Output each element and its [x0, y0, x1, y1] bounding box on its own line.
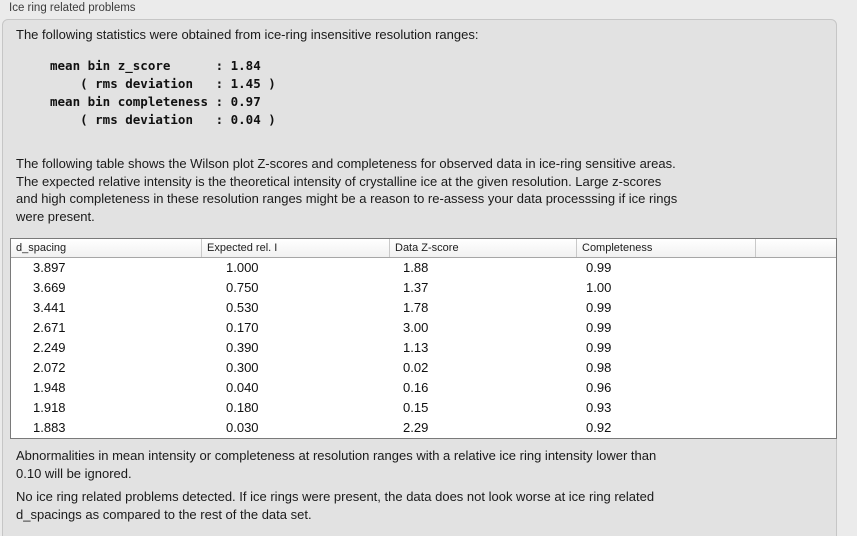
table-cell: 0.750	[226, 280, 259, 295]
table-cell: 2.072	[33, 360, 66, 375]
column-header-completeness[interactable]: Completeness	[577, 239, 756, 257]
table-cell: 1.88	[403, 260, 429, 275]
table-row[interactable]: 2.249 0.390 1.13 0.99	[11, 338, 836, 358]
stats-block: mean bin z_score : 1.84 ( rms deviation …	[50, 58, 276, 127]
table-cell: 0.99	[586, 260, 612, 275]
table-cell: 0.99	[586, 320, 612, 335]
table-cell: 0.99	[586, 300, 612, 315]
table-cell: 2.29	[403, 420, 429, 435]
table-cell: 0.16	[403, 380, 429, 395]
panel-title: Ice ring related problems	[9, 2, 136, 14]
table-cell: 0.300	[226, 360, 259, 375]
ice-ring-table[interactable]: d_spacing Expected rel. I Data Z-score C…	[10, 238, 837, 439]
table-row[interactable]: 1.883 0.030 2.29 0.92	[11, 418, 836, 438]
table-body: 3.897 1.000 1.88 0.99 3.669 0.750 1.37 1.00 3.44…	[11, 258, 836, 438]
table-cell: 1.13	[403, 340, 429, 355]
table-cell: 1.948	[33, 380, 66, 395]
table-cell: 0.390	[226, 340, 259, 355]
table-cell: 1.78	[403, 300, 429, 315]
table-cell: 0.96	[586, 380, 612, 395]
table-row[interactable]: 3.441 0.530 1.78 0.99	[11, 298, 836, 318]
table-cell: 1.37	[403, 280, 429, 295]
table-cell: 0.92	[586, 420, 612, 435]
table-cell: 0.99	[586, 340, 612, 355]
table-cell: 1.000	[226, 260, 259, 275]
table-row[interactable]: 3.897 1.000 1.88 0.99	[11, 258, 836, 278]
table-cell: 0.180	[226, 400, 259, 415]
column-header-empty	[756, 239, 836, 257]
table-header-row: d_spacing Expected rel. I Data Z-score C…	[11, 239, 836, 258]
table-cell: 0.02	[403, 360, 429, 375]
table-cell: 3.897	[33, 260, 66, 275]
table-row[interactable]: 2.072 0.300 0.02 0.98	[11, 358, 836, 378]
table-cell: 0.040	[226, 380, 259, 395]
table-cell: 0.98	[586, 360, 612, 375]
table-row[interactable]: 2.671 0.170 3.00 0.99	[11, 318, 836, 338]
table-cell: 0.170	[226, 320, 259, 335]
table-cell: 1.918	[33, 400, 66, 415]
table-cell: 0.15	[403, 400, 429, 415]
stats-intro: The following statistics were obtained f…	[16, 27, 479, 42]
panel-body: The following statistics were obtained f…	[2, 19, 837, 536]
table-cell: 0.93	[586, 400, 612, 415]
column-header-expected-rel-i[interactable]: Expected rel. I	[202, 239, 390, 257]
table-cell: 2.671	[33, 320, 66, 335]
table-row[interactable]: 1.948 0.040 0.16 0.96	[11, 378, 836, 398]
table-row[interactable]: 1.918 0.180 0.15 0.93	[11, 398, 836, 418]
table-cell: 3.669	[33, 280, 66, 295]
conclusion-note: No ice ring related problems detected. I…	[16, 489, 655, 522]
table-cell: 3.00	[403, 320, 429, 335]
table-cell: 3.441	[33, 300, 66, 315]
column-header-data-z-score[interactable]: Data Z-score	[390, 239, 577, 257]
table-cell: 0.530	[226, 300, 259, 315]
ignore-note: Abnormalities in mean intensity or compl…	[16, 448, 657, 481]
column-header-d-spacing[interactable]: d_spacing	[11, 239, 202, 257]
table-cell: 2.249	[33, 340, 66, 355]
table-cell: 0.030	[226, 420, 259, 435]
table-cell: 1.00	[586, 280, 612, 295]
table-row[interactable]: 3.669 0.750 1.37 1.00	[11, 278, 836, 298]
table-description: The following table shows the Wilson plo…	[16, 156, 678, 224]
table-cell: 1.883	[33, 420, 66, 435]
